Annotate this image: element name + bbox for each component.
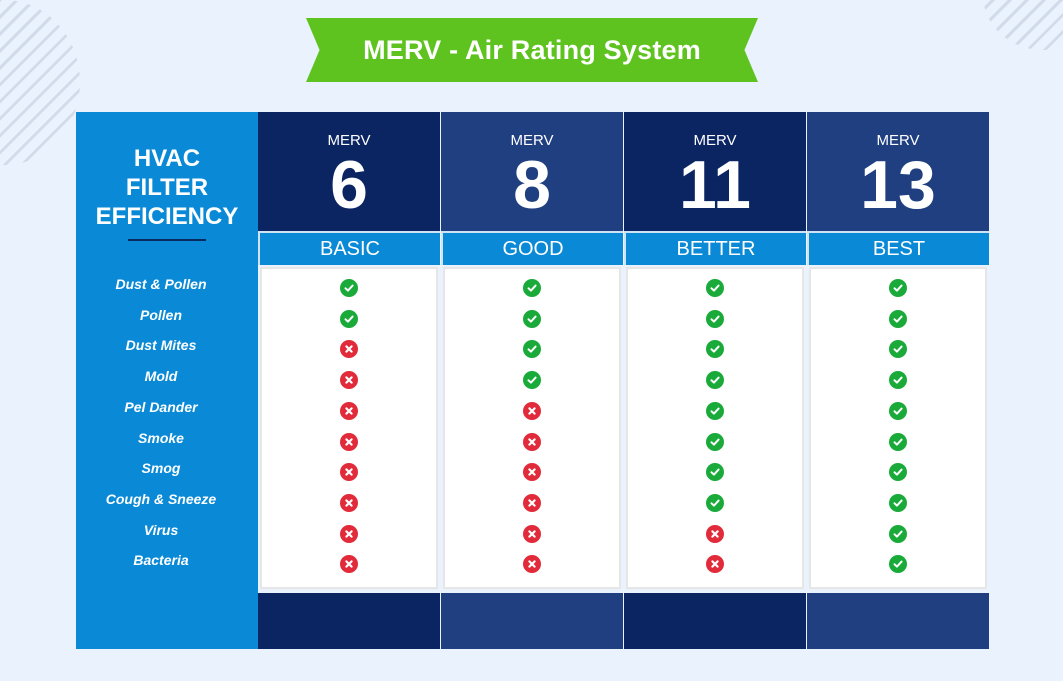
cross-icon: [340, 524, 358, 543]
check-icon: [889, 340, 907, 359]
check-icon: [523, 309, 541, 328]
column-cells: [809, 267, 987, 589]
merv-comparison-table: HVAC FILTER EFFICIENCY Dust & Pollen Poll…: [76, 112, 990, 649]
column-header: MERV 11: [624, 112, 806, 231]
row-label: Virus: [143, 521, 179, 538]
merv-rating: 13: [860, 147, 936, 223]
row-label: Smog: [141, 460, 181, 477]
check-icon: [706, 340, 724, 359]
merv-label: MERV: [327, 132, 371, 149]
merv-column-8: MERV 8 GOOD: [441, 112, 623, 649]
cross-icon: [706, 524, 724, 543]
row-label: Bacteria: [133, 552, 189, 569]
column-footer: [441, 593, 623, 649]
row-label: Pollen: [139, 306, 182, 323]
cross-icon: [340, 401, 358, 420]
check-icon: [889, 555, 907, 574]
check-icon: [706, 279, 724, 297]
check-icon: [706, 371, 724, 390]
side-heading-line: HVAC: [133, 145, 201, 172]
row-label: Mold: [144, 368, 178, 385]
merv-column-13: MERV 13 BEST: [807, 112, 989, 649]
column-footer: [807, 593, 989, 649]
check-icon: [889, 371, 907, 390]
side-heading-line: FILTER: [125, 174, 209, 201]
cross-icon: [340, 463, 358, 482]
merv-rating: 11: [679, 147, 751, 223]
column-header: MERV 6: [258, 112, 440, 231]
check-icon: [706, 493, 724, 512]
cross-icon: [706, 555, 724, 574]
row-label: Cough & Sneeze: [105, 490, 217, 507]
cross-icon: [340, 371, 358, 390]
heading-divider: [128, 239, 206, 241]
cross-icon: [523, 524, 541, 543]
decorative-striped-corner: [983, 0, 1063, 50]
check-icon: [706, 309, 724, 328]
check-icon: [889, 309, 907, 328]
tier-label: BEST: [807, 231, 989, 265]
cross-icon: [523, 432, 541, 451]
side-panel: HVAC FILTER EFFICIENCY Dust & Pollen Poll…: [76, 112, 258, 649]
cross-icon: [340, 340, 358, 359]
check-icon: [889, 463, 907, 482]
check-icon: [706, 401, 724, 420]
column-cells: [626, 267, 804, 589]
column-footer: [624, 593, 806, 649]
check-icon: [889, 493, 907, 512]
merv-column-11: MERV 11 BETTER: [624, 112, 806, 649]
column-cells: [443, 267, 621, 589]
row-label: Dust Mites: [125, 337, 197, 354]
column-header: MERV 8: [441, 112, 623, 231]
merv-label: MERV: [510, 132, 554, 149]
check-icon: [889, 279, 907, 297]
cross-icon: [523, 493, 541, 512]
check-icon: [889, 432, 907, 451]
merv-label: MERV: [693, 132, 737, 149]
page-title: MERV - Air Rating System: [363, 34, 701, 65]
merv-rating: 8: [513, 147, 551, 223]
cross-icon: [340, 432, 358, 451]
check-icon: [523, 340, 541, 359]
check-icon: [706, 463, 724, 482]
column-cells: [260, 267, 438, 589]
column-footer: [258, 593, 440, 649]
title-banner: MERV - Air Rating System: [306, 18, 758, 82]
row-label: Pel Dander: [124, 398, 198, 415]
side-heading-line: EFFICIENCY: [95, 203, 239, 230]
cross-icon: [523, 555, 541, 574]
merv-rating: 6: [330, 147, 368, 223]
tier-label: BASIC: [258, 231, 440, 265]
decorative-striped-circle: [0, 0, 80, 165]
row-label: Smoke: [138, 429, 184, 446]
cross-icon: [523, 463, 541, 482]
check-icon: [340, 309, 358, 328]
check-icon: [523, 371, 541, 390]
check-icon: [889, 401, 907, 420]
check-icon: [706, 432, 724, 451]
tier-label: BETTER: [624, 231, 806, 265]
check-icon: [523, 279, 541, 297]
side-heading: HVAC FILTER EFFICIENCY: [76, 144, 258, 231]
merv-column-6: MERV 6 BASIC: [258, 112, 440, 649]
cross-icon: [523, 401, 541, 420]
row-label: Dust & Pollen: [115, 276, 207, 292]
tier-label: GOOD: [441, 231, 623, 265]
cross-icon: [340, 555, 358, 574]
merv-label: MERV: [876, 132, 920, 149]
column-header: MERV 13: [807, 112, 989, 231]
check-icon: [889, 524, 907, 543]
cross-icon: [340, 493, 358, 512]
check-icon: [340, 279, 358, 297]
